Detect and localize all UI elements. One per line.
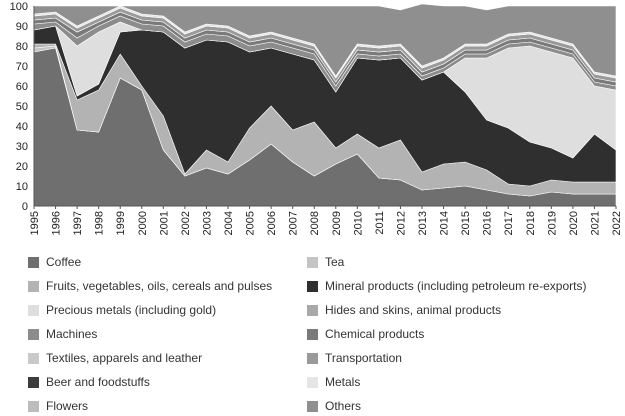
area-series-others [33, 3, 617, 77]
legend-label: Fruits, vegetables, oils, cereals and pu… [46, 279, 273, 293]
x-tick-label: 1997 [72, 211, 84, 235]
x-tick-label: 2011 [374, 211, 386, 235]
legend-swatch [307, 376, 318, 388]
legend-label: Machines [46, 327, 98, 341]
legend-swatch [307, 328, 318, 340]
x-tick-label: 2022 [611, 211, 623, 235]
legend-item: Beer and foodstuffs [28, 372, 150, 392]
x-tick-label: 2002 [180, 211, 192, 235]
legend-swatch [28, 352, 39, 364]
x-tick-label: 1998 [94, 211, 106, 235]
x-tick-label: 2012 [395, 211, 407, 235]
legend-item: Transportation [307, 348, 402, 368]
x-tick-label: 2021 [589, 211, 601, 235]
legend-item: Textiles, apparels and leather [28, 348, 202, 368]
legend-label: Precious metals (including gold) [46, 303, 217, 317]
x-tick-label: 2003 [201, 211, 213, 235]
legend-item: Flowers [28, 396, 88, 416]
chart-canvas: 0 10 20 30 40 50 60 70 80 90 100 1995 1996 1997 1998 19… [10, 1, 623, 235]
y-tick-label: 30 [16, 141, 28, 153]
legend-label: Mineral products (including petroleum re… [325, 279, 587, 293]
x-tick-label: 2020 [568, 211, 580, 235]
legend-item: Tea [307, 252, 344, 272]
legend-label: Textiles, apparels and leather [46, 351, 203, 365]
x-tick-label: 2006 [266, 211, 278, 235]
x-tick-label: 2014 [439, 211, 451, 235]
legend-label: Hides and skins, animal products [325, 303, 502, 317]
y-tick-label: 20 [16, 161, 28, 173]
x-tick-label: 2008 [309, 211, 321, 235]
legend-swatch [307, 304, 318, 316]
legend-item: Precious metals (including gold) [28, 300, 216, 320]
x-tick-label: 2007 [288, 211, 300, 235]
y-tick-label: 10 [16, 181, 28, 193]
legend-label: Coffee [46, 255, 82, 269]
legend-label: Transportation [325, 351, 402, 365]
legend-swatch [307, 256, 318, 268]
legend-swatch [28, 328, 39, 340]
legend-label: Beer and foodstuffs [46, 375, 150, 389]
legend-label: Metals [325, 375, 361, 389]
legend-swatch [28, 256, 39, 268]
legend-item: Chemical products [307, 324, 424, 344]
y-tick-label: 40 [16, 121, 28, 133]
legend-label: Flowers [46, 399, 89, 413]
legend-swatch [307, 280, 318, 292]
legend-swatch [28, 376, 39, 388]
x-tick-label: 2005 [245, 211, 257, 235]
x-tick-label: 2009 [331, 211, 343, 235]
legend-item: Mineral products (including petroleum re… [307, 276, 586, 296]
y-tick-label: 100 [10, 1, 28, 13]
x-tick-label: 2001 [158, 211, 170, 235]
legend-item: Coffee [28, 252, 81, 272]
legend-label: Others [325, 399, 362, 413]
y-tick-label: 80 [16, 41, 28, 53]
x-tick-label: 2015 [460, 211, 472, 235]
x-tick-label: 1995 [29, 211, 41, 235]
legend-label: Chemical products [325, 327, 425, 341]
x-tick-label: 1999 [115, 211, 127, 235]
legend-label: Tea [325, 255, 345, 269]
y-tick-label: 0 [22, 201, 28, 213]
x-tick-label: 2000 [137, 211, 149, 235]
legend-swatch [28, 304, 39, 316]
legend-swatch [307, 400, 318, 412]
legend-item: Metals [307, 372, 360, 392]
y-tick-label: 50 [16, 101, 28, 113]
x-tick-label: 2019 [546, 211, 558, 235]
legend-item: Hides and skins, animal products [307, 300, 501, 320]
legend-item: Others [307, 396, 361, 416]
legend-item: Fruits, vegetables, oils, cereals and pu… [28, 276, 272, 296]
y-tick-label: 60 [16, 81, 28, 93]
x-tick-label: 2004 [223, 211, 235, 235]
legend-swatch [307, 352, 318, 364]
x-tick-label: 1996 [51, 211, 63, 235]
y-tick-label: 90 [16, 21, 28, 33]
stacked-area-chart: 0 10 20 30 40 50 60 70 80 90 100 1995 1996 1997 1998 19… [10, 1, 623, 235]
x-tick-label: 2010 [352, 211, 364, 235]
legend-swatch [28, 280, 39, 292]
y-tick-label: 70 [16, 61, 28, 73]
x-tick-label: 2018 [525, 211, 537, 235]
x-tick-label: 2013 [417, 211, 429, 235]
legend-swatch [28, 400, 39, 412]
legend-item: Machines [28, 324, 97, 344]
x-tick-label: 2016 [482, 211, 494, 235]
x-tick-label: 2017 [503, 211, 515, 235]
